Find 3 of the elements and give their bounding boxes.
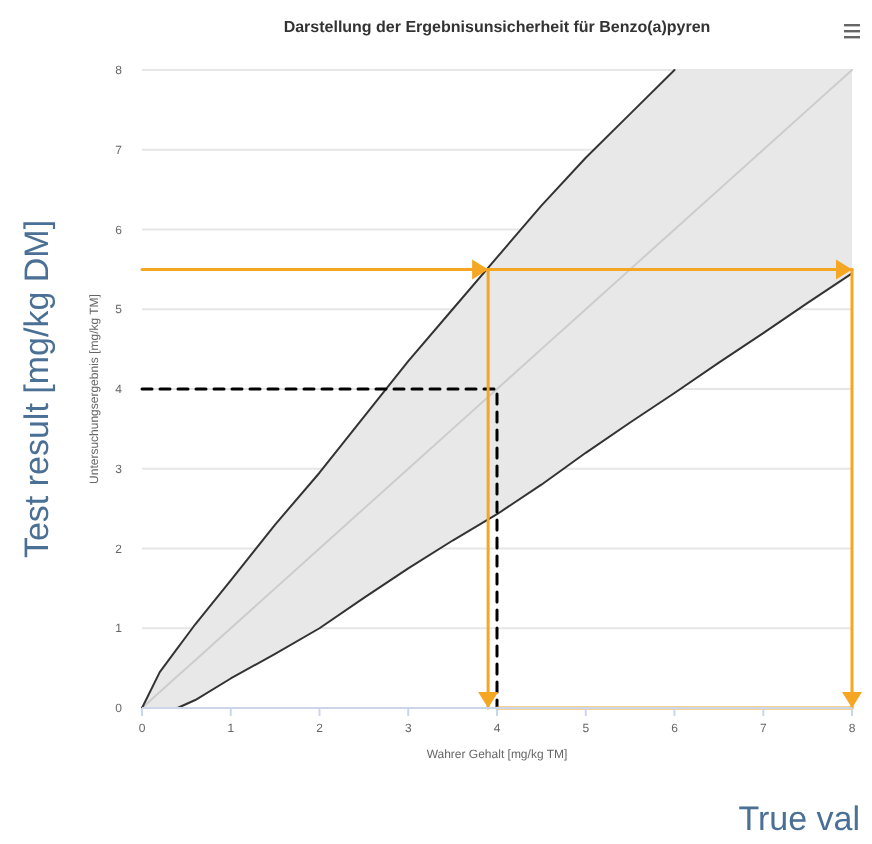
text: Test result [mg/kg DM] xyxy=(18,219,56,559)
chart-title: Darstellung der Ergebnisunsicherheit für Benzo(a)pyren xyxy=(283,18,711,36)
text: True val xyxy=(738,800,860,838)
